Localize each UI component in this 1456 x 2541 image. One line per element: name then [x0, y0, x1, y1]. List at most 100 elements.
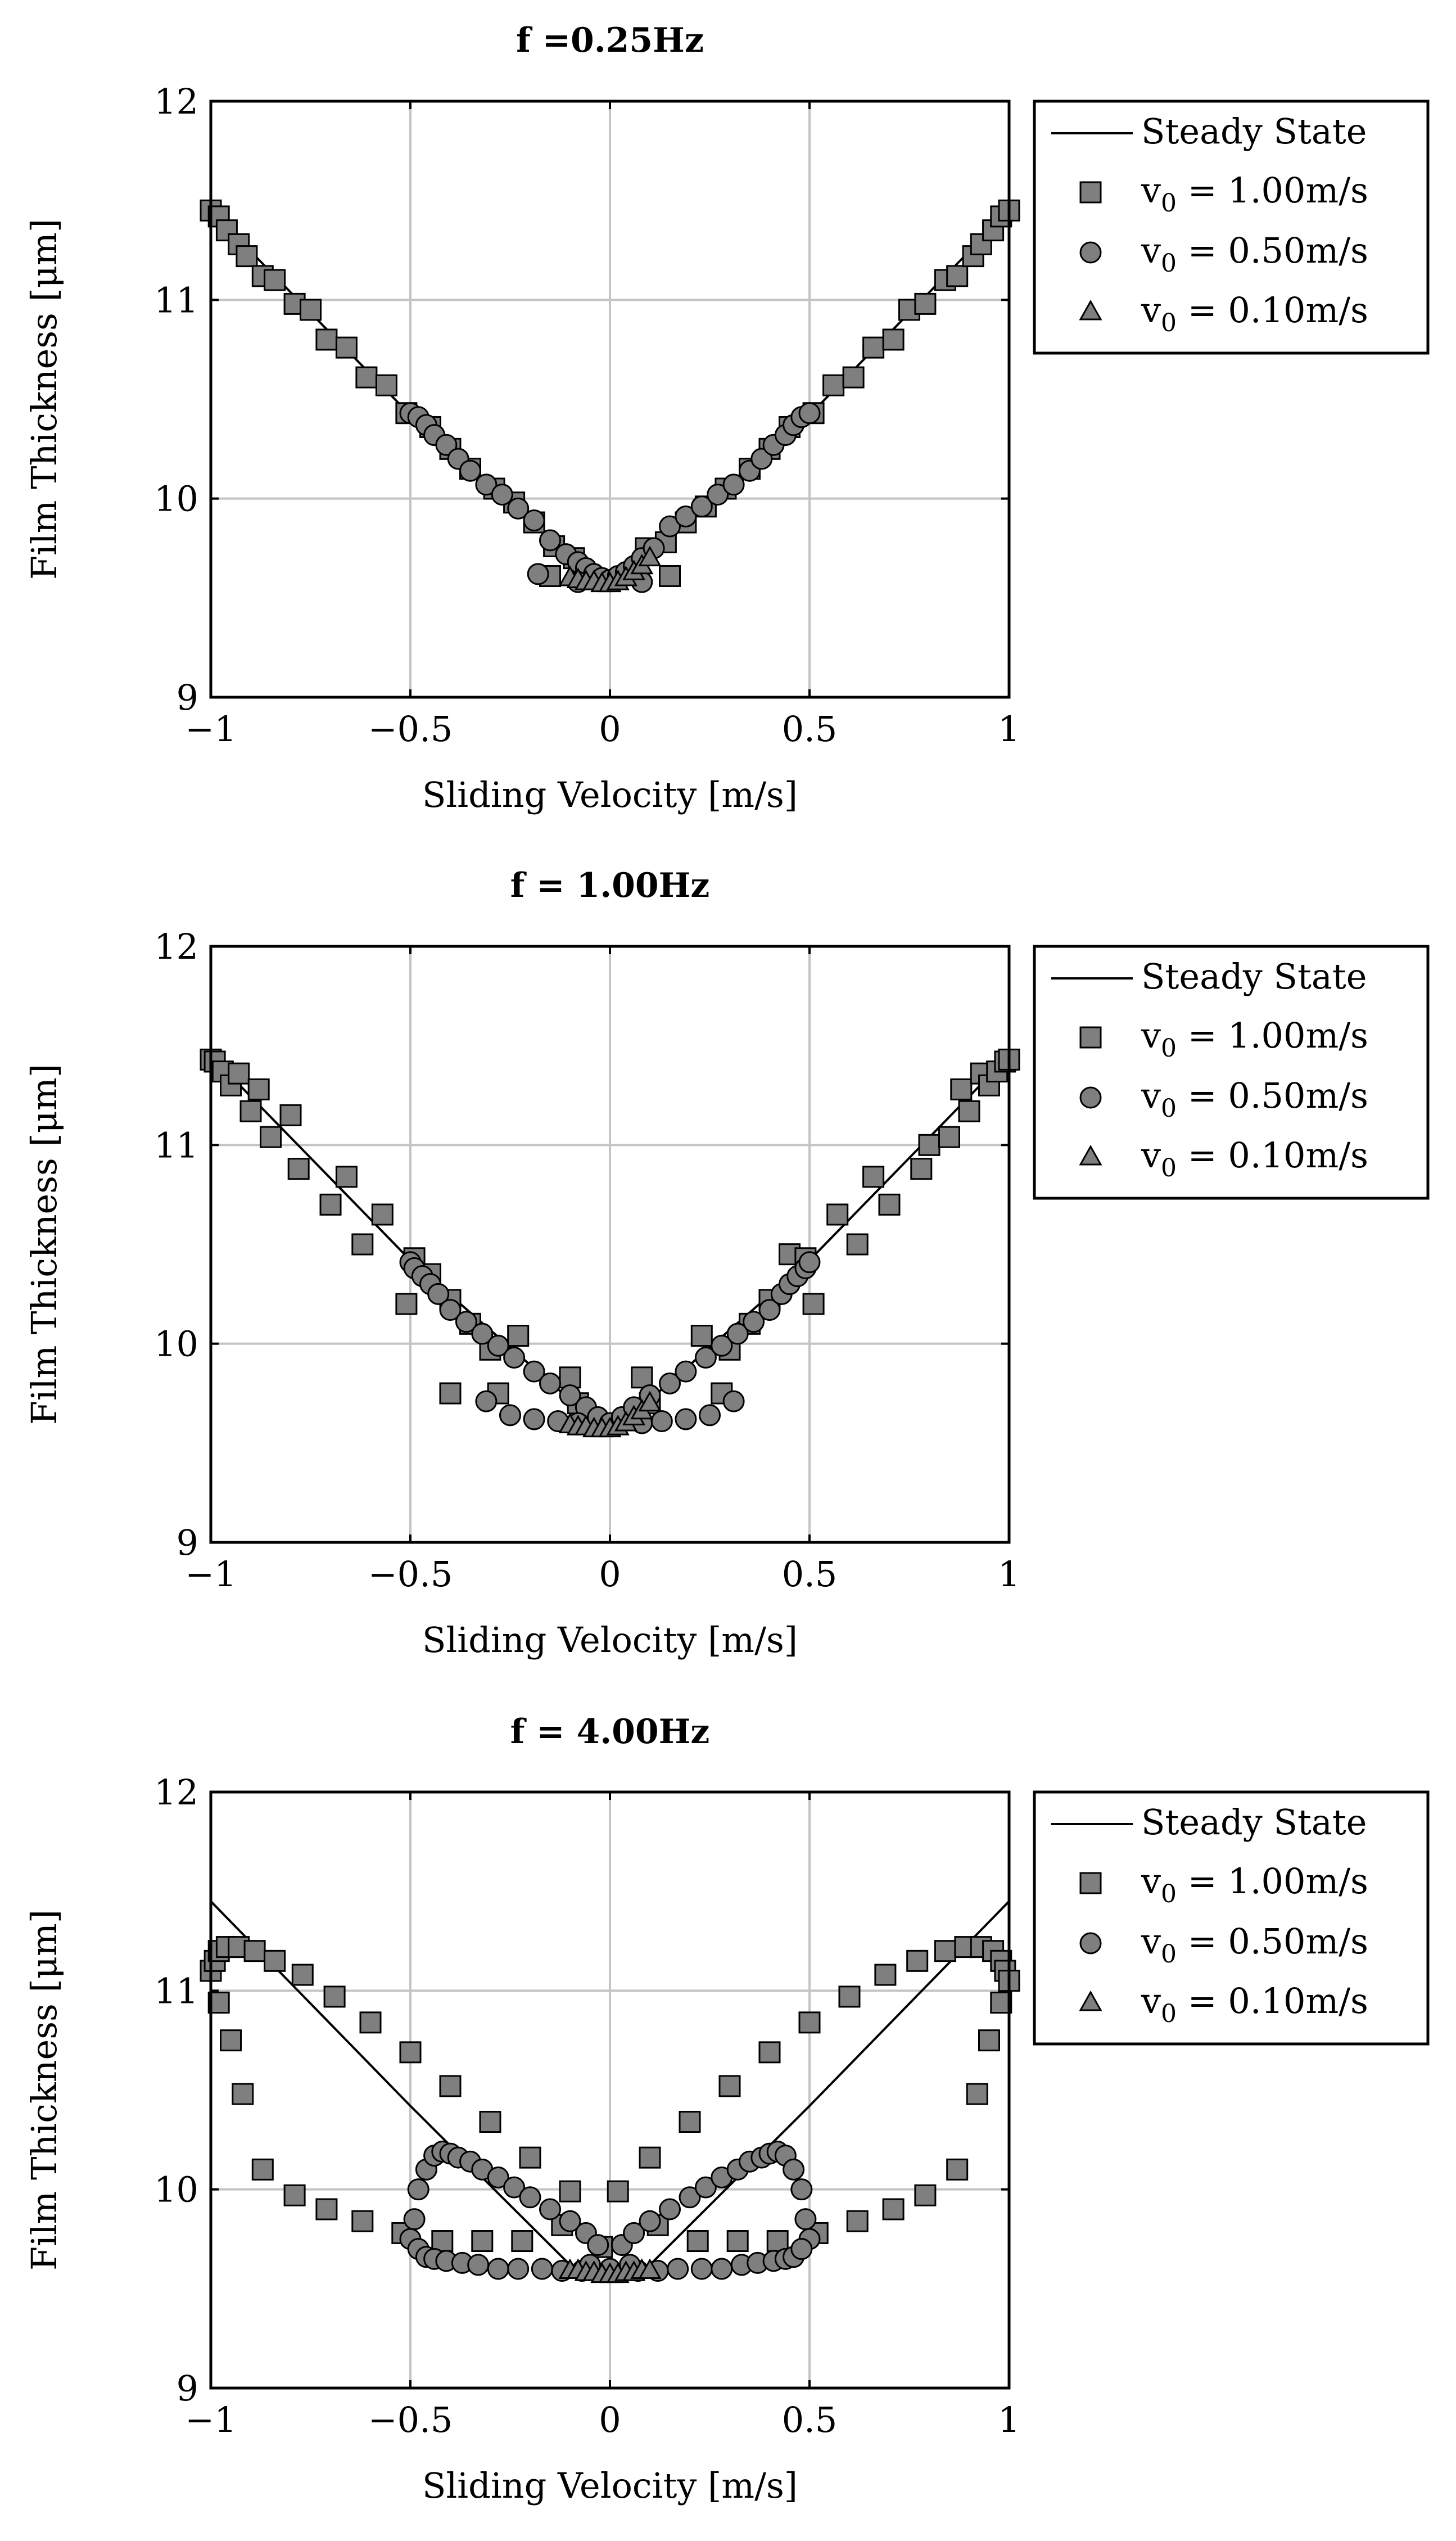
data-point-circle	[790, 2178, 813, 2201]
data-point-square	[826, 1203, 849, 1226]
data-point-circle	[707, 484, 729, 506]
legend-box	[1033, 100, 1430, 355]
data-point-circle	[722, 473, 745, 496]
data-point-square	[910, 1158, 933, 1180]
data-point-circle	[523, 1408, 545, 1430]
data-point-circle	[487, 2166, 509, 2188]
data-point-circle	[403, 2208, 426, 2231]
data-point-square	[355, 366, 378, 389]
y-tick-label: 9	[177, 1522, 198, 1563]
data-point-circle	[475, 1390, 498, 1412]
data-point-square	[232, 2083, 254, 2105]
y-tick-label: 11	[154, 279, 198, 321]
legend-circle-symbol	[1079, 1932, 1102, 1955]
data-point-square	[946, 265, 969, 287]
data-point-square	[918, 1134, 940, 1156]
data-point-square	[287, 1158, 310, 1180]
y-axis-label: Film Thickness [μm]	[24, 1064, 65, 1425]
data-point-square	[862, 1166, 885, 1188]
data-point-square	[395, 1293, 418, 1315]
x-tick-label: −1	[185, 708, 236, 750]
legend-box	[1033, 945, 1430, 1200]
data-point-circle	[427, 1283, 450, 1305]
data-point-circle	[639, 2210, 661, 2232]
data-point-circle	[798, 402, 821, 425]
data-point-square	[251, 2158, 274, 2181]
data-point-square	[958, 1100, 980, 1122]
data-point-square	[351, 2210, 374, 2232]
y-tick-label: 10	[154, 1324, 198, 1365]
data-point-square	[220, 2029, 242, 2052]
x-axis-label: Sliding Velocity [m/s]	[422, 2465, 798, 2506]
data-point-circle	[507, 497, 530, 520]
data-point-circle	[507, 2258, 530, 2280]
data-point-circle	[790, 2238, 813, 2260]
data-point-circle	[459, 459, 481, 482]
data-point-square	[838, 1985, 861, 2008]
data-point-circle	[690, 495, 713, 518]
data-point-circle	[503, 1346, 526, 1369]
data-point-square	[247, 1078, 270, 1100]
legend-label: v0 = 1.00m/s	[1141, 170, 1368, 218]
data-point-square	[243, 1940, 266, 1962]
series-triangle	[558, 545, 662, 593]
data-point-circle	[798, 1251, 821, 1274]
x-axis-label: Sliding Velocity [m/s]	[422, 774, 798, 815]
plot-frame	[209, 100, 1011, 699]
data-point-square	[431, 2230, 454, 2253]
data-point-square	[559, 2180, 581, 2202]
legend-circle-symbol	[1079, 1086, 1102, 1109]
data-point-circle	[539, 1372, 561, 1394]
data-point-circle	[743, 1311, 765, 1333]
legend-label: v0 = 0.10m/s	[1141, 1980, 1368, 2028]
x-tick-label: 0.5	[782, 1554, 838, 1595]
legend-label: v0 = 0.50m/s	[1141, 1921, 1368, 1969]
data-point-circle	[694, 1346, 717, 1369]
legend-triangle-symbol	[1079, 1144, 1102, 1166]
data-point-square	[511, 2230, 533, 2253]
y-tick-label: 10	[154, 479, 198, 520]
legend-square-symbol	[1079, 1872, 1102, 1894]
x-tick-label: 0.5	[782, 2399, 838, 2440]
data-point-square	[283, 2184, 306, 2206]
data-point-square	[507, 1325, 530, 1347]
data-point-circle	[659, 2198, 681, 2220]
data-point-square	[846, 1233, 869, 1256]
data-point-circle	[523, 1360, 545, 1383]
y-tick-label: 11	[154, 1125, 198, 1166]
legend-triangle-symbol	[1079, 299, 1102, 321]
y-tick-label: 12	[154, 81, 198, 122]
data-point-square	[399, 2041, 422, 2064]
data-point-square	[950, 1078, 973, 1100]
series-circle	[399, 2141, 821, 2282]
data-point-circle	[758, 1299, 781, 1321]
legend-label: v0 = 1.00m/s	[1141, 1861, 1368, 1908]
data-point-circle	[487, 2258, 509, 2280]
data-point-circle	[435, 434, 458, 456]
data-point-circle	[722, 1390, 745, 1412]
x-tick-label: −1	[185, 1554, 236, 1595]
chart-panel-1: f =0.25Hz −1 −0.5 0 0.5 1 9 10 11 12 Sliding Veloc…	[24, 21, 1430, 815]
x-tick-label: 1	[998, 2399, 1020, 2440]
legend-label: v0 = 0.50m/s	[1141, 230, 1368, 278]
data-point-circle	[503, 2176, 526, 2199]
data-point-square	[239, 1100, 262, 1122]
data-point-square	[228, 1062, 250, 1085]
series-triangle	[558, 1391, 662, 1438]
data-point-circle	[679, 2186, 701, 2209]
x-tick-label: 0	[599, 708, 621, 750]
data-point-square	[914, 292, 937, 315]
data-point-circle	[487, 1334, 509, 1357]
data-point-circle	[690, 2258, 713, 2280]
data-point-triangle	[638, 545, 662, 567]
legend-label: v0 = 1.00m/s	[1141, 1015, 1368, 1063]
data-point-circle	[650, 1410, 673, 1432]
data-point-triangle	[638, 2258, 662, 2280]
data-point-circle	[527, 563, 549, 585]
legend-box	[1033, 1790, 1430, 2046]
data-point-square	[906, 1949, 929, 1972]
y-tick-label: 9	[177, 677, 198, 718]
data-point-circle	[750, 448, 773, 470]
data-point-circle	[675, 1408, 697, 1430]
data-point-square	[291, 1964, 314, 1986]
